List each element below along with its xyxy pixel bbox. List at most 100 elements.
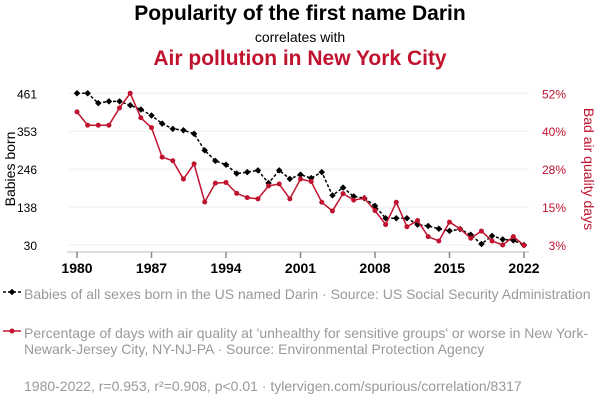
data-point-air [287, 196, 293, 202]
data-point-air [351, 197, 357, 203]
y-tick-right: 40% [542, 125, 566, 139]
data-point-darin [275, 167, 283, 174]
x-tick-label: 2001 [285, 260, 316, 276]
y-axis-label-left: Babies born [2, 132, 18, 207]
data-point-air [372, 208, 378, 214]
data-point-air [319, 199, 325, 205]
data-point-darin [435, 225, 443, 233]
data-point-darin [478, 240, 485, 248]
data-point-air [393, 199, 399, 205]
data-point-air [244, 195, 250, 201]
data-point-darin [403, 214, 411, 222]
y-tick-left: 30 [24, 239, 38, 253]
data-point-darin [84, 90, 91, 97]
data-point-darin [488, 232, 496, 240]
data-point-air [223, 179, 229, 185]
y-tick-right: 3% [549, 239, 567, 253]
data-point-darin [180, 127, 187, 134]
data-point-air [127, 90, 133, 96]
data-point-darin [424, 222, 432, 230]
data-point-darin [212, 157, 219, 165]
data-point-darin [318, 168, 326, 176]
data-point-darin [350, 193, 357, 200]
data-point-darin [169, 125, 177, 133]
data-point-air [74, 109, 80, 115]
data-point-air [468, 235, 474, 241]
data-point-air [202, 199, 208, 205]
y-tick-left: 353 [17, 125, 37, 139]
data-point-air [436, 238, 442, 244]
data-point-darin [116, 98, 123, 105]
legend-label-darin: Babies of all sexes born in the US named… [24, 286, 591, 302]
data-point-darin [137, 106, 145, 113]
data-point-darin [254, 167, 262, 174]
data-point-air [180, 176, 186, 182]
data-point-air [266, 183, 272, 189]
legend-item-air: Percentage of days with air quality at '… [24, 325, 600, 357]
data-point-darin [222, 161, 230, 169]
data-point-air [457, 226, 463, 232]
data-point-air [159, 154, 165, 160]
legend-label-air: Percentage of days with air quality at '… [24, 325, 589, 357]
data-point-air [276, 181, 282, 187]
data-point-darin [158, 120, 166, 127]
data-point-air [361, 195, 367, 201]
x-tick-label: 2022 [508, 260, 539, 276]
data-point-air [383, 222, 389, 228]
data-point-air [138, 115, 144, 121]
chart-subtitle: correlates with [254, 29, 346, 45]
data-point-air [447, 219, 452, 225]
data-point-darin [329, 192, 336, 199]
data-point-darin [499, 236, 506, 243]
data-point-air [106, 122, 112, 128]
data-point-air [170, 158, 176, 164]
footer-stats: 1980-2022, r=0.953, r²=0.908, p<0.01 · t… [24, 378, 522, 394]
data-point-darin [339, 184, 347, 191]
data-point-air [117, 105, 123, 111]
x-tick-label: 1987 [136, 260, 167, 276]
data-point-air [329, 208, 335, 214]
data-point-air [415, 218, 421, 224]
x-tick-label: 1980 [61, 260, 92, 276]
data-point-darin [148, 112, 155, 119]
data-point-air [340, 191, 346, 197]
data-point-darin [201, 147, 208, 154]
data-point-air [500, 242, 506, 248]
data-point-darin [297, 171, 304, 178]
data-point-air [298, 176, 303, 182]
data-point-darin [105, 98, 113, 105]
data-point-air [95, 122, 101, 128]
y-tick-right: 28% [542, 163, 566, 177]
data-point-darin [126, 102, 134, 109]
x-tick-label: 1994 [210, 260, 241, 276]
data-point-air [404, 224, 410, 230]
data-point-darin [95, 99, 102, 107]
chart-title-secondary: Air pollution in New York City [153, 47, 447, 70]
data-point-darin [371, 202, 379, 210]
y-axis-label-right: Bad air quality days [581, 108, 597, 230]
y-tick-right: 15% [542, 201, 566, 215]
x-tick-label: 2015 [434, 260, 465, 276]
data-point-air [521, 242, 527, 248]
data-point-air [308, 179, 314, 185]
legend-item-darin: Babies of all sexes born in the US named… [24, 286, 591, 302]
y-tick-left: 138 [17, 201, 37, 215]
data-point-air [212, 180, 218, 186]
data-point-air [425, 234, 431, 240]
data-point-darin [286, 175, 294, 183]
x-tick-label: 2008 [359, 260, 390, 276]
data-point-air [478, 228, 484, 234]
data-point-air [85, 122, 91, 128]
y-tick-right: 52% [542, 87, 566, 101]
data-point-air [510, 234, 516, 240]
data-point-darin [244, 168, 251, 176]
data-point-darin [190, 130, 198, 138]
data-point-darin [233, 170, 240, 177]
data-point-darin [73, 90, 81, 97]
legend-marker-darin [8, 288, 16, 296]
data-point-air [149, 125, 154, 131]
chart-title: Popularity of the first name Darin [134, 2, 466, 25]
data-point-air [255, 196, 261, 202]
data-point-air [191, 161, 197, 167]
